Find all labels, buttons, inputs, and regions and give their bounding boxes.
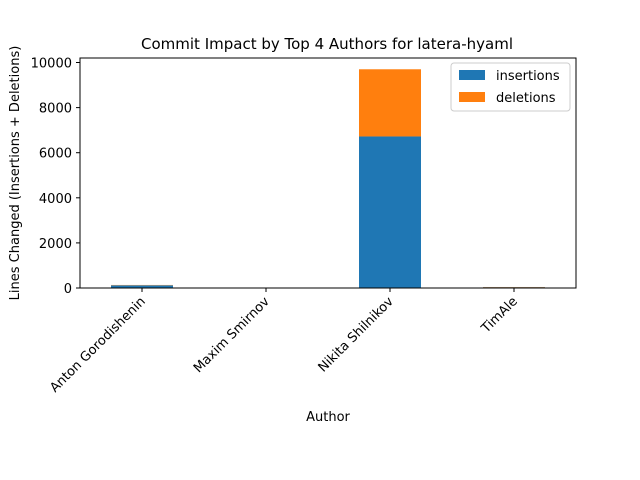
y-tick-label: 6000 [39,147,72,162]
y-axis-label: Lines Changed (Insertions + Deletions) [8,46,23,301]
x-tick-label: Maxim Smirnov [191,294,273,376]
legend-swatch-insertions [459,70,485,80]
legend-label-insertions: insertions [496,69,560,84]
y-tick-label: 0 [64,282,72,297]
y-tick-label: 8000 [39,102,72,117]
legend-label-deletions: deletions [496,91,556,106]
legend: insertions deletions [450,62,571,112]
x-axis: Anton Gorodishenin Maxim Smirnov Nikita Sh… [47,288,521,396]
bar-insertions-nikita-shilnikov [359,136,421,288]
x-tick-label: Anton Gorodishenin [47,294,149,396]
bar-insertions-anton-gorodishenin [111,285,173,288]
y-tick-label: 10000 [31,57,72,72]
y-tick-label: 4000 [39,192,72,207]
x-axis-label: Author [306,410,350,425]
y-axis: 0 2000 4000 6000 8000 10000 [31,57,80,297]
x-tick-label: Nikita Shilnikov [316,294,397,375]
chart-title: Commit Impact by Top 4 Authors for later… [141,35,513,53]
y-tick-label: 2000 [39,237,72,252]
bar-deletions-nikita-shilnikov [359,69,421,137]
legend-swatch-deletions [459,92,485,102]
x-tick-label: TimAle [478,294,521,337]
plot-frame [79,57,577,289]
bars-group [111,69,545,288]
